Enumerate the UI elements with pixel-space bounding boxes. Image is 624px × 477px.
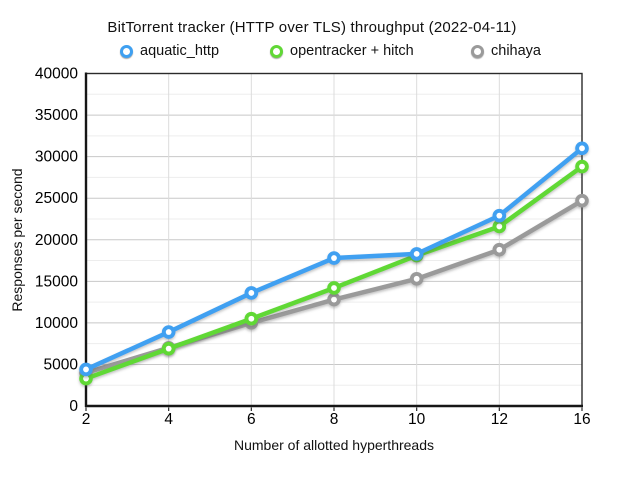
legend-item-aquatic_http: aquatic_http <box>120 43 219 59</box>
svg-text:16: 16 <box>573 411 590 428</box>
axes <box>84 72 583 411</box>
svg-text:12: 12 <box>491 411 508 428</box>
svg-text:15000: 15000 <box>35 273 78 290</box>
legend-marker-icon <box>471 44 484 58</box>
legend-item-chihaya: chihaya <box>471 43 541 59</box>
x-axis-title: Number of allotted hyperthreads <box>234 437 434 453</box>
chart-title: BitTorrent tracker (HTTP over TLS) throu… <box>107 19 517 36</box>
svg-text:2: 2 <box>82 411 91 428</box>
svg-text:8: 8 <box>330 411 339 428</box>
svg-text:5000: 5000 <box>44 356 79 373</box>
svg-text:35000: 35000 <box>35 107 78 124</box>
svg-text:40000: 40000 <box>35 66 78 83</box>
svg-text:20000: 20000 <box>35 232 78 249</box>
legend-label: aquatic_http <box>140 43 220 59</box>
svg-text:10: 10 <box>408 411 426 428</box>
svg-text:25000: 25000 <box>35 190 78 207</box>
y-axis-title: Responses per second <box>9 168 25 312</box>
gridlines <box>86 73 582 406</box>
legend-marker-icon <box>270 44 283 58</box>
legend-marker-icon <box>120 44 133 58</box>
series-aquatic_http <box>79 141 589 377</box>
legend-label: opentracker + hitch <box>290 43 414 59</box>
svg-text:6: 6 <box>247 411 256 428</box>
svg-text:30000: 30000 <box>35 149 78 166</box>
legend-label: chihaya <box>491 43 541 59</box>
series-opentracker + hitch <box>79 159 589 386</box>
svg-text:10000: 10000 <box>35 315 78 332</box>
legend-item-opentracker + hitch: opentracker + hitch <box>270 43 414 59</box>
svg-text:0: 0 <box>69 398 78 415</box>
svg-text:4: 4 <box>164 411 173 428</box>
tick-labels: 0 5000 10000 15000 20000 25000 30000 35000 40000… <box>35 66 591 429</box>
